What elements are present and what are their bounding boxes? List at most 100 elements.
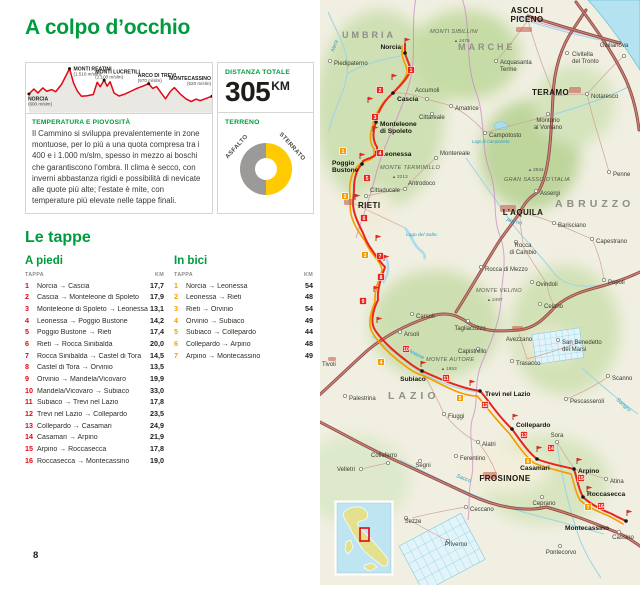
- walk-stage-row: 16 Roccasecca → Montecassino 19,0: [25, 456, 164, 465]
- town-dot: [584, 92, 589, 97]
- stage-km: 17,8: [150, 397, 164, 407]
- urban-area: [483, 472, 497, 479]
- stage-route: Castel di Tora → Orvinio: [37, 364, 113, 372]
- bike-stage-marker: [361, 251, 369, 259]
- peak-triangle-icon: ▲: [441, 366, 445, 371]
- stage-route: Poggio Bustone → Rieti: [37, 329, 112, 337]
- stage-town-dot: [535, 457, 539, 461]
- stages-heading: Le tappe: [25, 228, 91, 246]
- col-km: KM: [155, 271, 164, 278]
- town-dot: [453, 453, 458, 458]
- map-city-label: Colleferro: [371, 453, 398, 459]
- map-city-label: L’AQUILA: [503, 208, 544, 217]
- stage-number: 10: [25, 385, 33, 395]
- route-flag-icon: [537, 445, 543, 450]
- stage-route: Casamari → Arpino: [37, 434, 98, 442]
- map-city-label: Celano: [544, 304, 564, 310]
- profile-peak-elev: (970 m/slm): [138, 78, 162, 83]
- urban-area: [328, 357, 336, 361]
- stage-km: 19,9: [150, 374, 164, 384]
- map-city-label: Campotosto: [489, 133, 522, 139]
- map-city-label: Cassino: [612, 535, 634, 541]
- route-flag-icon: [360, 152, 366, 157]
- region-label: ABRUZZO: [555, 198, 634, 210]
- town-dot: [493, 59, 498, 64]
- donut-ring: [240, 143, 292, 195]
- stage-km: 17,7: [150, 280, 164, 290]
- map-city-label: del Tronto: [572, 59, 599, 65]
- stage-marker-number: 4: [379, 151, 382, 157]
- stage-marker-number: 1: [410, 68, 413, 74]
- stage-route: Rieti → Orvinio: [186, 305, 234, 313]
- stage-town-dot: [581, 495, 585, 499]
- stage-marker-number: 5: [366, 176, 369, 182]
- stage-number: 3: [25, 303, 29, 313]
- region-label: UMBRIA: [342, 30, 396, 40]
- route-flag-icon: [376, 234, 382, 239]
- stage-route: Norcia → Cascia: [37, 282, 90, 290]
- stage-number: 1: [174, 280, 178, 290]
- map-city-label: Amatrice: [455, 106, 479, 112]
- map-city-label: PICENO: [510, 15, 543, 24]
- climate-body: Il Cammino si sviluppa prevalentemente i…: [32, 129, 201, 206]
- peak-elevation: 1853: [446, 366, 457, 372]
- walk-stage-marker: [376, 252, 384, 260]
- profile-peak-dot: [102, 78, 106, 82]
- profile-peak-elev: (520 m/slm): [187, 81, 211, 86]
- walk-stage-marker: [376, 86, 384, 94]
- elevation-profile-chart: NORCIA (600 m/slm) MONTI REATINI (1.510 m/s…: [26, 63, 212, 113]
- fucino-canal-grid: [531, 327, 585, 365]
- map-city-label: Montereale: [440, 151, 471, 157]
- town-dot: [554, 439, 559, 444]
- profile-climate-box: NORCIA (600 m/slm) MONTI REATINI (1.510 m/s…: [25, 62, 213, 214]
- peak-elevation: 2934: [533, 167, 544, 173]
- map-city-label: di Cambio: [509, 250, 537, 256]
- town-dot: [404, 516, 409, 521]
- inset-italy-map: [334, 500, 394, 576]
- stage-number: 15: [25, 444, 33, 454]
- walk-stage-row: 1 Norcia → Cascia 17,7: [25, 281, 164, 290]
- peak-elevation: 2213: [397, 174, 408, 180]
- bike-stage-row: 4 Orvinio → Subiaco 49: [174, 316, 313, 325]
- stage-km: 17,8: [150, 444, 164, 454]
- town-dot: [509, 358, 514, 363]
- town-dot: [475, 346, 480, 351]
- urban-area: [500, 205, 516, 212]
- col-tappa: TAPPA: [25, 271, 44, 278]
- mountain-label: MONTE VELINO: [476, 288, 522, 294]
- stage-km: 24,9: [150, 420, 164, 430]
- bike-stage-marker: [456, 394, 464, 402]
- bike-table-title: In bici: [174, 254, 208, 267]
- stage-km: 17,9: [150, 292, 164, 302]
- town-dot: [342, 393, 347, 398]
- stage-number: 13: [25, 420, 33, 430]
- stage-marker-number: 2: [379, 88, 382, 94]
- map-city-label: Accumoli: [415, 88, 439, 94]
- stage-marker-number: 5: [459, 396, 462, 402]
- map-city-label: ASCOLI: [511, 6, 544, 15]
- town-dot: [557, 544, 562, 549]
- map-city-label: Ferentino: [460, 456, 486, 462]
- profile-area-fill: [28, 68, 212, 113]
- stage-marker-number: 9: [362, 299, 365, 305]
- map-city-label: Arsoli: [404, 332, 419, 338]
- distance-unit: KM: [271, 79, 290, 93]
- peak-triangle-icon: ▲: [454, 38, 458, 43]
- urban-area: [512, 326, 523, 331]
- bike-stage-marker: [339, 147, 347, 155]
- town-dot: [478, 264, 483, 269]
- map-city-label: Notaresco: [591, 94, 619, 100]
- stage-marker-number: 7: [379, 254, 382, 260]
- profile-peak-name: MONTECASSINO: [169, 76, 211, 82]
- map-city-label: Trasacco: [516, 361, 541, 367]
- walk-stage-row: 13 Collepardo → Casamari 24,9: [25, 421, 164, 430]
- map-city-label: Barisciano: [558, 223, 587, 229]
- page-number: 8: [33, 550, 39, 561]
- profile-peak-dot: [27, 92, 31, 96]
- town-dot: [410, 311, 415, 316]
- stage-number: 1: [25, 280, 29, 290]
- map-city-label: Segni: [415, 463, 430, 469]
- profile-line: [28, 67, 212, 103]
- map-city-label: al Vomano: [534, 125, 563, 131]
- stage-route: Orvinio → Subiaco: [186, 317, 245, 325]
